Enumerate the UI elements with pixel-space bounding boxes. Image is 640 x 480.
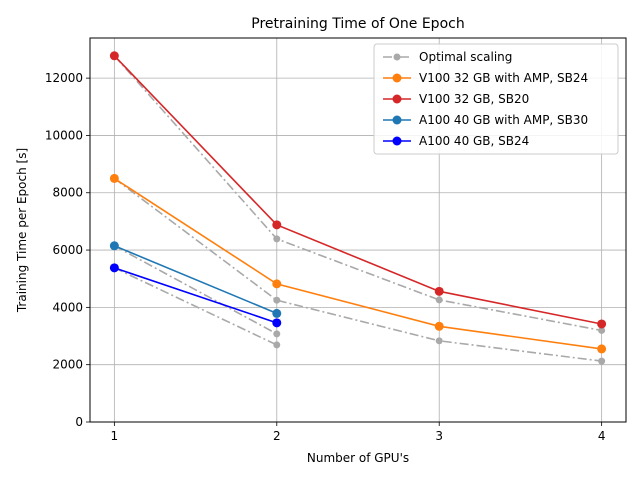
legend-swatch-marker bbox=[392, 94, 402, 104]
series-point bbox=[272, 308, 282, 318]
series-point bbox=[109, 241, 119, 251]
series-point bbox=[272, 220, 282, 230]
series-lines bbox=[109, 51, 607, 354]
optimal-scaling-line bbox=[113, 55, 602, 332]
optimal-scaling-point bbox=[273, 235, 281, 243]
optimal-scaling-point bbox=[598, 357, 606, 365]
legend-swatch-marker bbox=[392, 115, 402, 125]
x-tick-label: 1 bbox=[111, 429, 119, 443]
x-axis-ticks: 1 2 3 4 bbox=[111, 422, 606, 443]
series-point bbox=[597, 319, 607, 329]
y-tick-label: 6000 bbox=[52, 243, 83, 257]
legend-label: V100 32 GB with AMP, SB24 bbox=[419, 71, 588, 85]
optimal-scaling-point bbox=[435, 337, 443, 345]
optimal-scaling-point bbox=[598, 326, 606, 334]
series-point bbox=[272, 318, 282, 328]
legend-label: A100 40 GB, SB24 bbox=[419, 134, 529, 148]
optimal-scaling-line bbox=[113, 245, 278, 335]
y-tick-label: 10000 bbox=[45, 128, 83, 142]
x-tick-label: 2 bbox=[273, 429, 281, 443]
optimal-scaling-point bbox=[273, 296, 281, 304]
plot-frame bbox=[89, 37, 627, 423]
legend-swatch-marker bbox=[392, 136, 402, 146]
series-line bbox=[113, 55, 602, 325]
optimal-scaling-line bbox=[114, 267, 278, 346]
legend-box bbox=[373, 43, 619, 155]
y-tick-label: 0 bbox=[75, 415, 83, 429]
optimal-scaling-point bbox=[273, 330, 281, 338]
series-point bbox=[109, 263, 119, 273]
series-point bbox=[434, 286, 444, 296]
series-point bbox=[272, 279, 282, 289]
y-tick-label: 2000 bbox=[52, 358, 83, 372]
series-point bbox=[434, 321, 444, 331]
legend-swatch-marker bbox=[393, 53, 401, 61]
y-axis-ticks: 0 2000 4000 6000 8000 10000 12000 bbox=[45, 71, 90, 429]
y-tick-label: 12000 bbox=[45, 71, 83, 85]
legend-label: A100 40 GB with AMP, SB30 bbox=[419, 113, 588, 127]
legend-label: Optimal scaling bbox=[419, 50, 512, 64]
legend: Optimal scaling V100 32 GB with AMP, SB24… bbox=[373, 43, 619, 155]
x-tick-label: 4 bbox=[598, 429, 606, 443]
series-point bbox=[597, 344, 607, 354]
legend-label: V100 32 GB, SB20 bbox=[419, 92, 529, 106]
series-line bbox=[114, 267, 278, 324]
y-tick-label: 4000 bbox=[52, 300, 83, 314]
x-axis-label: Number of GPU's bbox=[307, 451, 409, 465]
optimal-scaling-point bbox=[435, 296, 443, 304]
x-tick-label: 3 bbox=[435, 429, 443, 443]
series-point bbox=[109, 173, 119, 183]
series-line bbox=[114, 245, 278, 315]
y-tick-label: 8000 bbox=[52, 186, 83, 200]
series-point bbox=[109, 51, 119, 61]
legend-swatch-marker bbox=[392, 73, 402, 83]
optimal-scaling-point bbox=[273, 341, 281, 349]
chart-title: Pretraining Time of One Epoch bbox=[251, 16, 464, 32]
series-line bbox=[113, 177, 602, 350]
y-axis-label: Training Time per Epoch [s] bbox=[15, 148, 29, 313]
